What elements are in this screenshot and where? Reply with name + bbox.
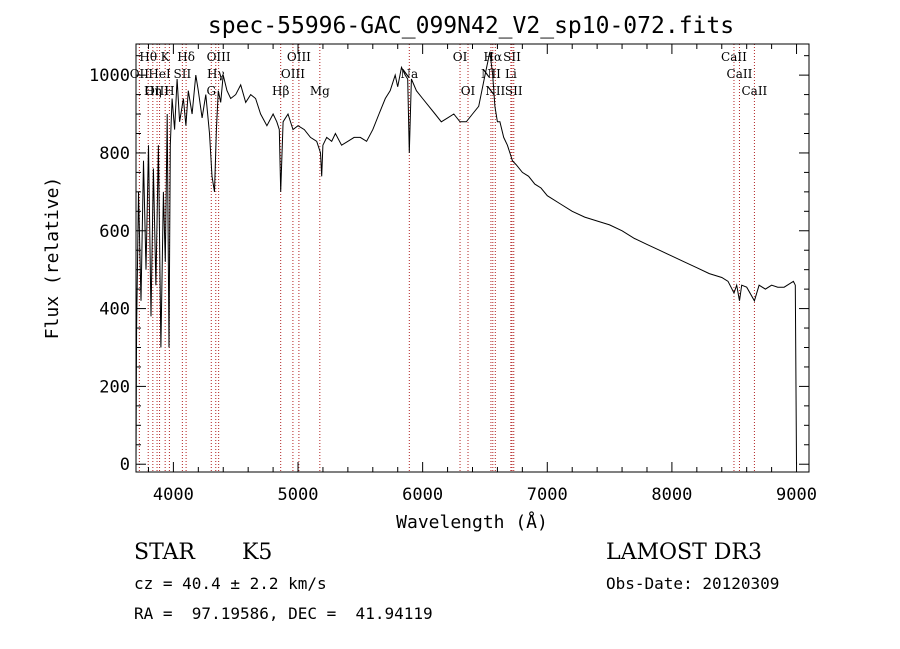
line-label: CaII bbox=[727, 67, 753, 81]
line-label: H bbox=[164, 84, 174, 98]
line-label: OIII bbox=[281, 67, 305, 81]
plot-frame bbox=[135, 43, 810, 473]
line-label: Mg bbox=[310, 84, 330, 98]
line-label: OIII bbox=[207, 50, 231, 64]
y-tick-label: 1000 bbox=[89, 66, 130, 86]
line-label: Hθ bbox=[139, 50, 157, 64]
line-markers bbox=[138, 44, 755, 472]
y-tick-label: 600 bbox=[99, 222, 130, 242]
spectrum-line bbox=[135, 51, 797, 465]
line-label: HeI bbox=[148, 67, 171, 81]
line-label: G bbox=[206, 84, 216, 98]
chart-title: spec-55996-GAC_099N42_V2_sp10-072.fits bbox=[208, 13, 734, 39]
line-label: OI bbox=[453, 50, 468, 64]
line-label: SII bbox=[503, 50, 521, 64]
x-axis-label: Wavelength (Å) bbox=[396, 511, 548, 533]
line-label: SII bbox=[174, 67, 192, 81]
line-label: Hγ bbox=[207, 67, 225, 81]
coordinates: RA = 97.19586, DEC = 41.94119 bbox=[134, 604, 433, 623]
line-label: NII bbox=[485, 84, 505, 98]
line-label: Hα bbox=[484, 50, 503, 64]
line-label: OII bbox=[130, 67, 150, 81]
line-label: OIII bbox=[145, 84, 169, 98]
y-tick-label: 200 bbox=[99, 377, 130, 397]
spectrum-chart: spec-55996-GAC_099N42_V2_sp10-072.fits H… bbox=[42, 13, 817, 533]
y-tick-label: 0 bbox=[120, 455, 130, 475]
y-tick-label: 800 bbox=[99, 144, 130, 164]
line-label: Na bbox=[400, 67, 418, 81]
line-label: Li bbox=[505, 67, 517, 81]
x-tick-label: 7000 bbox=[527, 485, 568, 505]
line-label: K bbox=[161, 50, 171, 64]
line-label: Hβ bbox=[272, 84, 289, 98]
redshift-velocity: cz = 40.4 ± 2.2 km/s bbox=[134, 574, 327, 593]
object-class: STAR bbox=[134, 540, 195, 565]
line-label: OI bbox=[461, 84, 476, 98]
x-tick-label: 5000 bbox=[278, 485, 319, 505]
line-label: SII bbox=[505, 84, 523, 98]
x-axis-ticks: 4000 5000 6000 7000 8000 9000 bbox=[147, 44, 817, 505]
line-label: Hη bbox=[144, 84, 162, 98]
x-tick-label: 9000 bbox=[776, 485, 817, 505]
y-axis-ticks: 0 200 400 600 800 1000 bbox=[89, 55, 809, 475]
object-subclass: K5 bbox=[242, 540, 273, 565]
x-tick-label: 6000 bbox=[402, 485, 443, 505]
x-tick-label: 8000 bbox=[651, 485, 692, 505]
line-label: CaII bbox=[741, 84, 767, 98]
line-label: Hδ bbox=[177, 50, 195, 64]
y-tick-label: 400 bbox=[99, 300, 130, 320]
line-label: CaII bbox=[721, 50, 747, 64]
y-axis-label: Flux (relative) bbox=[42, 177, 63, 340]
x-tick-label: 4000 bbox=[153, 485, 194, 505]
survey-name: LAMOST DR3 bbox=[606, 540, 762, 565]
observation-date: Obs-Date: 20120309 bbox=[606, 574, 780, 593]
line-label: OIII bbox=[287, 50, 311, 64]
